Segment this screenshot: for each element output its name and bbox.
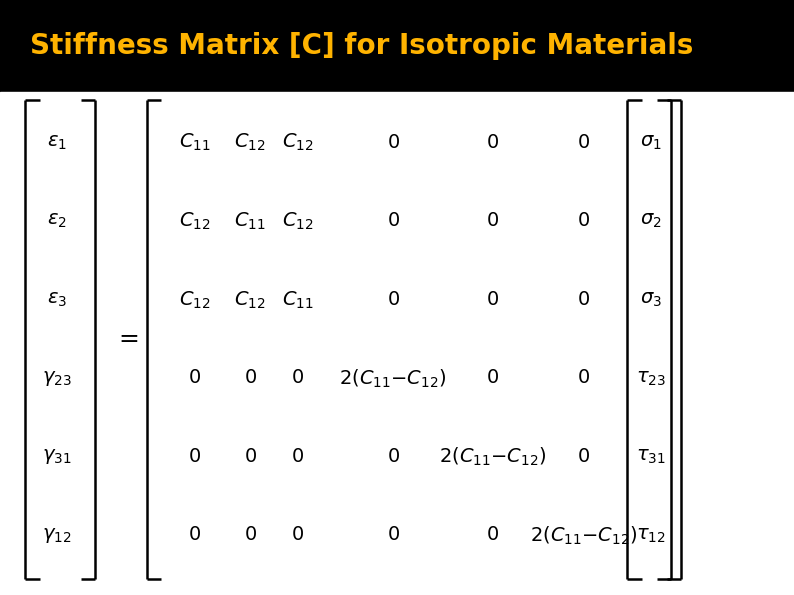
Text: $0$: $0$ xyxy=(188,448,201,466)
Text: $0$: $0$ xyxy=(387,291,399,309)
Text: $\gamma_{23}$: $\gamma_{23}$ xyxy=(42,369,72,388)
Text: $0$: $0$ xyxy=(577,134,590,152)
Text: $\varepsilon_3$: $\varepsilon_3$ xyxy=(47,291,67,309)
Text: Stiffness Matrix [C] for Isotropic Materials: Stiffness Matrix [C] for Isotropic Mater… xyxy=(30,32,693,60)
Text: $\sigma_2$: $\sigma_2$ xyxy=(640,212,662,230)
Text: $0$: $0$ xyxy=(291,369,304,387)
Text: $0$: $0$ xyxy=(387,134,399,152)
Text: $\varepsilon_2$: $\varepsilon_2$ xyxy=(48,212,67,230)
Text: $0$: $0$ xyxy=(486,291,499,309)
Text: $0$: $0$ xyxy=(577,369,590,387)
Text: =: = xyxy=(118,327,139,351)
Text: $0$: $0$ xyxy=(244,448,256,466)
Text: $0$: $0$ xyxy=(577,291,590,309)
Text: $\gamma_{31}$: $\gamma_{31}$ xyxy=(42,447,72,466)
Text: $0$: $0$ xyxy=(291,527,304,544)
Text: $\sigma_3$: $\sigma_3$ xyxy=(640,291,662,309)
Text: $2(C_{11}{-}C_{12})$: $2(C_{11}{-}C_{12})$ xyxy=(438,446,546,468)
Text: $\tau_{12}$: $\tau_{12}$ xyxy=(636,527,666,544)
Text: $C_{12}$: $C_{12}$ xyxy=(282,132,314,154)
Text: $0$: $0$ xyxy=(486,212,499,230)
Bar xyxy=(0,92,794,595)
Text: $C_{12}$: $C_{12}$ xyxy=(179,211,210,232)
Text: $0$: $0$ xyxy=(387,212,399,230)
Text: $0$: $0$ xyxy=(244,369,256,387)
Text: $\sigma_1$: $\sigma_1$ xyxy=(640,134,662,152)
Text: $2(C_{11}{-}C_{12})$: $2(C_{11}{-}C_{12})$ xyxy=(530,524,638,547)
Text: $0$: $0$ xyxy=(577,212,590,230)
Text: $0$: $0$ xyxy=(577,448,590,466)
Text: $0$: $0$ xyxy=(291,448,304,466)
Text: $0$: $0$ xyxy=(188,369,201,387)
Text: $0$: $0$ xyxy=(188,527,201,544)
Bar xyxy=(0,0,794,92)
Text: $C_{12}$: $C_{12}$ xyxy=(282,211,314,232)
Text: $0$: $0$ xyxy=(387,527,399,544)
Text: $\tau_{23}$: $\tau_{23}$ xyxy=(636,369,666,387)
Text: $\varepsilon_1$: $\varepsilon_1$ xyxy=(47,134,67,152)
Text: $C_{11}$: $C_{11}$ xyxy=(282,289,314,311)
Text: $0$: $0$ xyxy=(486,134,499,152)
Text: $C_{12}$: $C_{12}$ xyxy=(179,289,210,311)
Text: $\gamma_{12}$: $\gamma_{12}$ xyxy=(42,526,72,545)
Text: $C_{11}$: $C_{11}$ xyxy=(234,211,266,232)
Text: $C_{11}$: $C_{11}$ xyxy=(179,132,210,154)
Text: $\tau_{31}$: $\tau_{31}$ xyxy=(636,448,666,466)
Text: $0$: $0$ xyxy=(486,369,499,387)
Text: $C_{12}$: $C_{12}$ xyxy=(234,132,266,154)
Text: $0$: $0$ xyxy=(486,527,499,544)
Text: $C_{12}$: $C_{12}$ xyxy=(234,289,266,311)
Text: $0$: $0$ xyxy=(244,527,256,544)
Text: $0$: $0$ xyxy=(387,448,399,466)
Text: $2(C_{11}{-}C_{12})$: $2(C_{11}{-}C_{12})$ xyxy=(339,367,447,390)
